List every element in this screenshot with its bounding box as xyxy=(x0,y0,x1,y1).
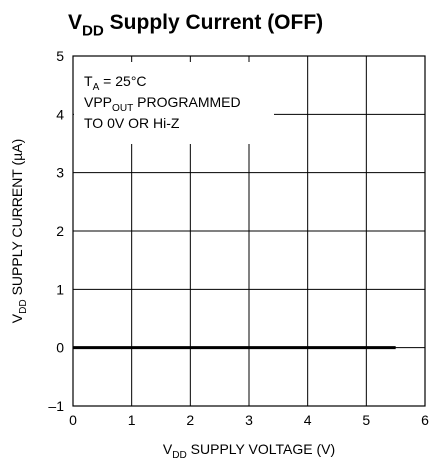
text-run: TO 0V OR Hi-Z xyxy=(84,115,180,131)
y-axis-label: VDD SUPPLY CURRENT (µA) xyxy=(9,139,29,323)
x-tick-label: 4 xyxy=(304,412,312,428)
annotation: VPPOUT PROGRAMMED xyxy=(84,94,241,114)
text-run: = 25°C xyxy=(99,73,146,89)
y-tick-label: 2 xyxy=(56,223,64,239)
x-axis-label: VDD SUPPLY VOLTAGE (V) xyxy=(163,441,335,461)
x-tick-label: 3 xyxy=(245,412,253,428)
chart-title: VDD Supply Current (OFF) xyxy=(68,11,323,39)
text-run: T xyxy=(84,73,93,89)
x-tick-label: 5 xyxy=(362,412,370,428)
text-run: SUPPLY VOLTAGE (V) xyxy=(187,441,335,457)
y-tick-label: 4 xyxy=(56,106,64,122)
x-tick-label: 1 xyxy=(128,412,136,428)
text-run: SUPPLY CURRENT (µA) xyxy=(9,139,25,300)
annotation: TO 0V OR Hi-Z xyxy=(84,115,180,131)
y-tick-label: 5 xyxy=(56,48,64,64)
subscript: OUT xyxy=(112,103,133,114)
subscript: DD xyxy=(172,450,187,461)
annotation-box xyxy=(74,62,274,144)
x-tick-label: 2 xyxy=(186,412,194,428)
text-run: VPP xyxy=(84,94,112,110)
text-run: PROGRAMMED xyxy=(133,94,240,110)
text-run: V xyxy=(163,441,173,457)
y-tick-label: 3 xyxy=(56,165,64,181)
subscript: DD xyxy=(82,22,104,39)
x-tick-label: 0 xyxy=(69,412,77,428)
y-tick-label: 1 xyxy=(56,281,64,297)
text-run: V xyxy=(68,11,82,34)
subscript: DD xyxy=(18,299,29,314)
y-tick-label: –1 xyxy=(48,398,64,414)
y-tick-label: 0 xyxy=(56,340,64,356)
annotation: TA = 25°C xyxy=(84,73,147,93)
text-run: Supply Current (OFF) xyxy=(104,11,323,34)
plot-frame xyxy=(72,55,426,407)
text-run: V xyxy=(9,313,25,323)
x-tick-label: 6 xyxy=(421,412,429,428)
subscript: A xyxy=(93,82,100,93)
